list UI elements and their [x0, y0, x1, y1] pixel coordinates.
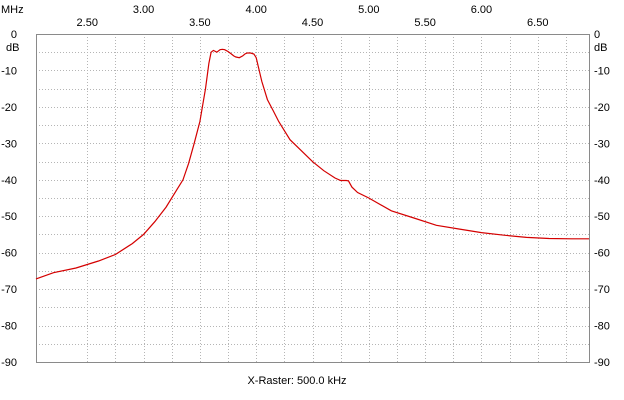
y-tick-label-left: 0 — [11, 29, 17, 41]
y-unit-label-right: dB — [594, 42, 607, 54]
y-tick-label-left: -60 — [1, 248, 17, 260]
y-tick-label-left: -10 — [1, 65, 17, 77]
x-tick-label: 5.50 — [414, 17, 435, 29]
y-tick-label-left: -70 — [1, 284, 17, 296]
y-tick-label-left: -20 — [1, 102, 17, 114]
x-unit-label: MHz — [1, 4, 24, 16]
plot-frame — [36, 34, 590, 363]
y-tick-label-right: -90 — [594, 357, 610, 369]
x-tick-label: 2.50 — [77, 17, 98, 29]
y-tick-label-right: -70 — [594, 284, 610, 296]
frequency-response-line — [35, 48, 589, 280]
y-tick-label-left: -90 — [1, 357, 17, 369]
grid — [36, 34, 589, 362]
y-tick-label-right: -80 — [594, 321, 610, 333]
x-tick-label: 6.00 — [471, 4, 492, 16]
x-tick-label: 4.00 — [245, 4, 266, 16]
y-tick-label-left: -50 — [1, 211, 17, 223]
y-tick-label-right: -30 — [594, 138, 610, 150]
x-tick-label: 3.00 — [133, 4, 154, 16]
y-tick-label-right: -20 — [594, 102, 610, 114]
x-tick-label: 5.00 — [358, 4, 379, 16]
y-tick-labels-right: 0 -10 -20 -30 -40 -50 -60 -70 -80 -90 — [594, 29, 610, 369]
y-tick-labels-left: 0 -10 -20 -30 -40 -50 -60 -70 -80 -90 — [1, 29, 17, 369]
x-tick-labels: 2.50 3.00 3.50 4.00 4.50 5.00 5.50 6.00 6.50 — [77, 4, 549, 29]
x-tick-label: 6.50 — [527, 17, 548, 29]
x-tick-label: 3.50 — [189, 17, 210, 29]
y-tick-label-left: -40 — [1, 175, 17, 187]
y-tick-label-right: -50 — [594, 211, 610, 223]
y-tick-label-left: -30 — [1, 138, 17, 150]
y-tick-label-right: 0 — [594, 29, 600, 41]
y-tick-label-right: -60 — [594, 248, 610, 260]
y-tick-label-right: -10 — [594, 65, 610, 77]
y-tick-label-right: -40 — [594, 175, 610, 187]
y-tick-label-left: -80 — [1, 321, 17, 333]
x-tick-label: 4.50 — [302, 17, 323, 29]
y-unit-label-left: dB — [6, 42, 19, 54]
x-raster-label: X-Raster: 500.0 kHz — [247, 375, 346, 387]
